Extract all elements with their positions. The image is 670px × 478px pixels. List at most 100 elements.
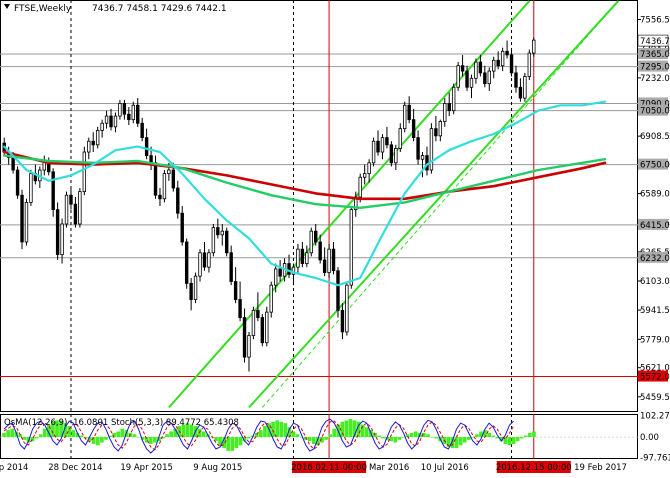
y-tick-label: 5459.5 [640,393,670,403]
candle-body [109,115,113,128]
y-tick-label: 5941.5 [640,306,670,316]
osma-bar [87,437,92,442]
osma-bar [246,437,251,439]
moving-average-line [3,100,607,287]
candle-body [509,54,514,74]
candle-body [207,252,211,268]
candle-body [465,70,469,88]
candle-body [407,104,411,121]
osma-bar [42,428,47,438]
trend-channel-line [168,0,531,409]
candle-body [385,137,389,146]
osma-bar [161,437,165,439]
osma-bar [83,437,88,439]
candle-body [278,268,282,277]
osma-bar [181,424,186,438]
osma-bar [483,430,487,438]
osma-bar [409,432,414,438]
osma-bar [499,437,504,442]
osma-bar [153,437,157,443]
candle-body [193,275,198,300]
candle-body [238,299,242,318]
y-tick-label: 5621.0 [640,364,670,374]
collapse-arrow-icon[interactable] [4,4,10,9]
osma-bar [38,434,43,438]
price-label: 6750.0 [640,161,670,171]
price-label: 5572.0 [640,373,670,383]
y-tick-label: 7556.5 [640,16,670,26]
osma-bar [59,420,63,438]
osma-bar [295,434,300,438]
osma-bar [324,437,328,440]
candle-body [51,171,55,210]
osma-bar [377,435,381,438]
osma-bar [340,421,345,438]
osma-bar [523,435,528,438]
osma-bar [344,420,349,438]
osma-bar [422,432,426,438]
candle-body [95,130,100,146]
osma-bar [75,432,80,438]
y-tick-label: 6103.0 [640,277,670,287]
osma-bar [475,434,479,438]
osma-bar [112,432,116,438]
osma-bar [503,437,508,444]
candle-body [327,248,331,273]
candle-body [247,335,251,358]
candle-body [523,76,527,99]
price-label: 7436.7 [640,37,670,47]
candle-body [527,52,532,77]
x-tick-label: 10 Jul 2016 [421,463,469,473]
chart-header: FTSE,Weekly 7436.7 7458.1 7429.6 7442.1 [4,4,227,14]
candle-body [314,230,318,243]
osma-bar [140,437,145,440]
stoch-main-line [3,418,514,454]
candle-body [460,65,465,72]
osma-bar [316,437,320,446]
osma-bar [218,437,222,446]
x-tick-label: 19 Feb 2017 [574,463,627,473]
x-label-highlight [496,461,571,473]
candle-body [73,203,78,225]
osma-bar [413,431,418,438]
osma-bar [120,428,125,438]
candle-body [78,191,82,225]
osma-bar [360,424,365,438]
candle-body [420,155,425,160]
osma-bar [434,437,438,439]
osma-bar [511,437,516,444]
osma-bar [189,424,194,438]
price-label-box [638,47,668,59]
candle-body [505,50,509,56]
osma-bar [495,437,500,439]
x-tick-label: 2016.12.15 00:00 [496,463,572,473]
osma-bar [466,437,471,440]
candle-body [171,169,176,189]
candle-body [287,263,291,275]
osma-bar [487,432,491,438]
candle-body [24,202,29,243]
candle-body [251,309,256,336]
osma-bar [303,437,308,440]
osma-bar [55,420,59,438]
osma-bar [22,437,27,440]
osma-bar [10,428,15,438]
candle-body [87,140,91,153]
candle-body [131,104,135,121]
symbol-label: FTSE,Weekly [14,4,72,14]
candle-body [269,284,273,313]
osma-bar [136,437,141,438]
x-tick-label: 2016.02.11 00:00 [291,463,367,473]
price-label-box [637,34,669,47]
candle-body [180,212,184,243]
candle-body [184,241,189,284]
osma-bar [157,437,161,442]
candle-body [322,259,327,273]
candle-body [216,227,220,236]
price-label-box [638,97,668,109]
osma-bar [528,432,532,438]
candle-body [273,268,278,286]
candle-body [478,61,483,74]
y-tick-label: 6908.5 [640,132,670,142]
